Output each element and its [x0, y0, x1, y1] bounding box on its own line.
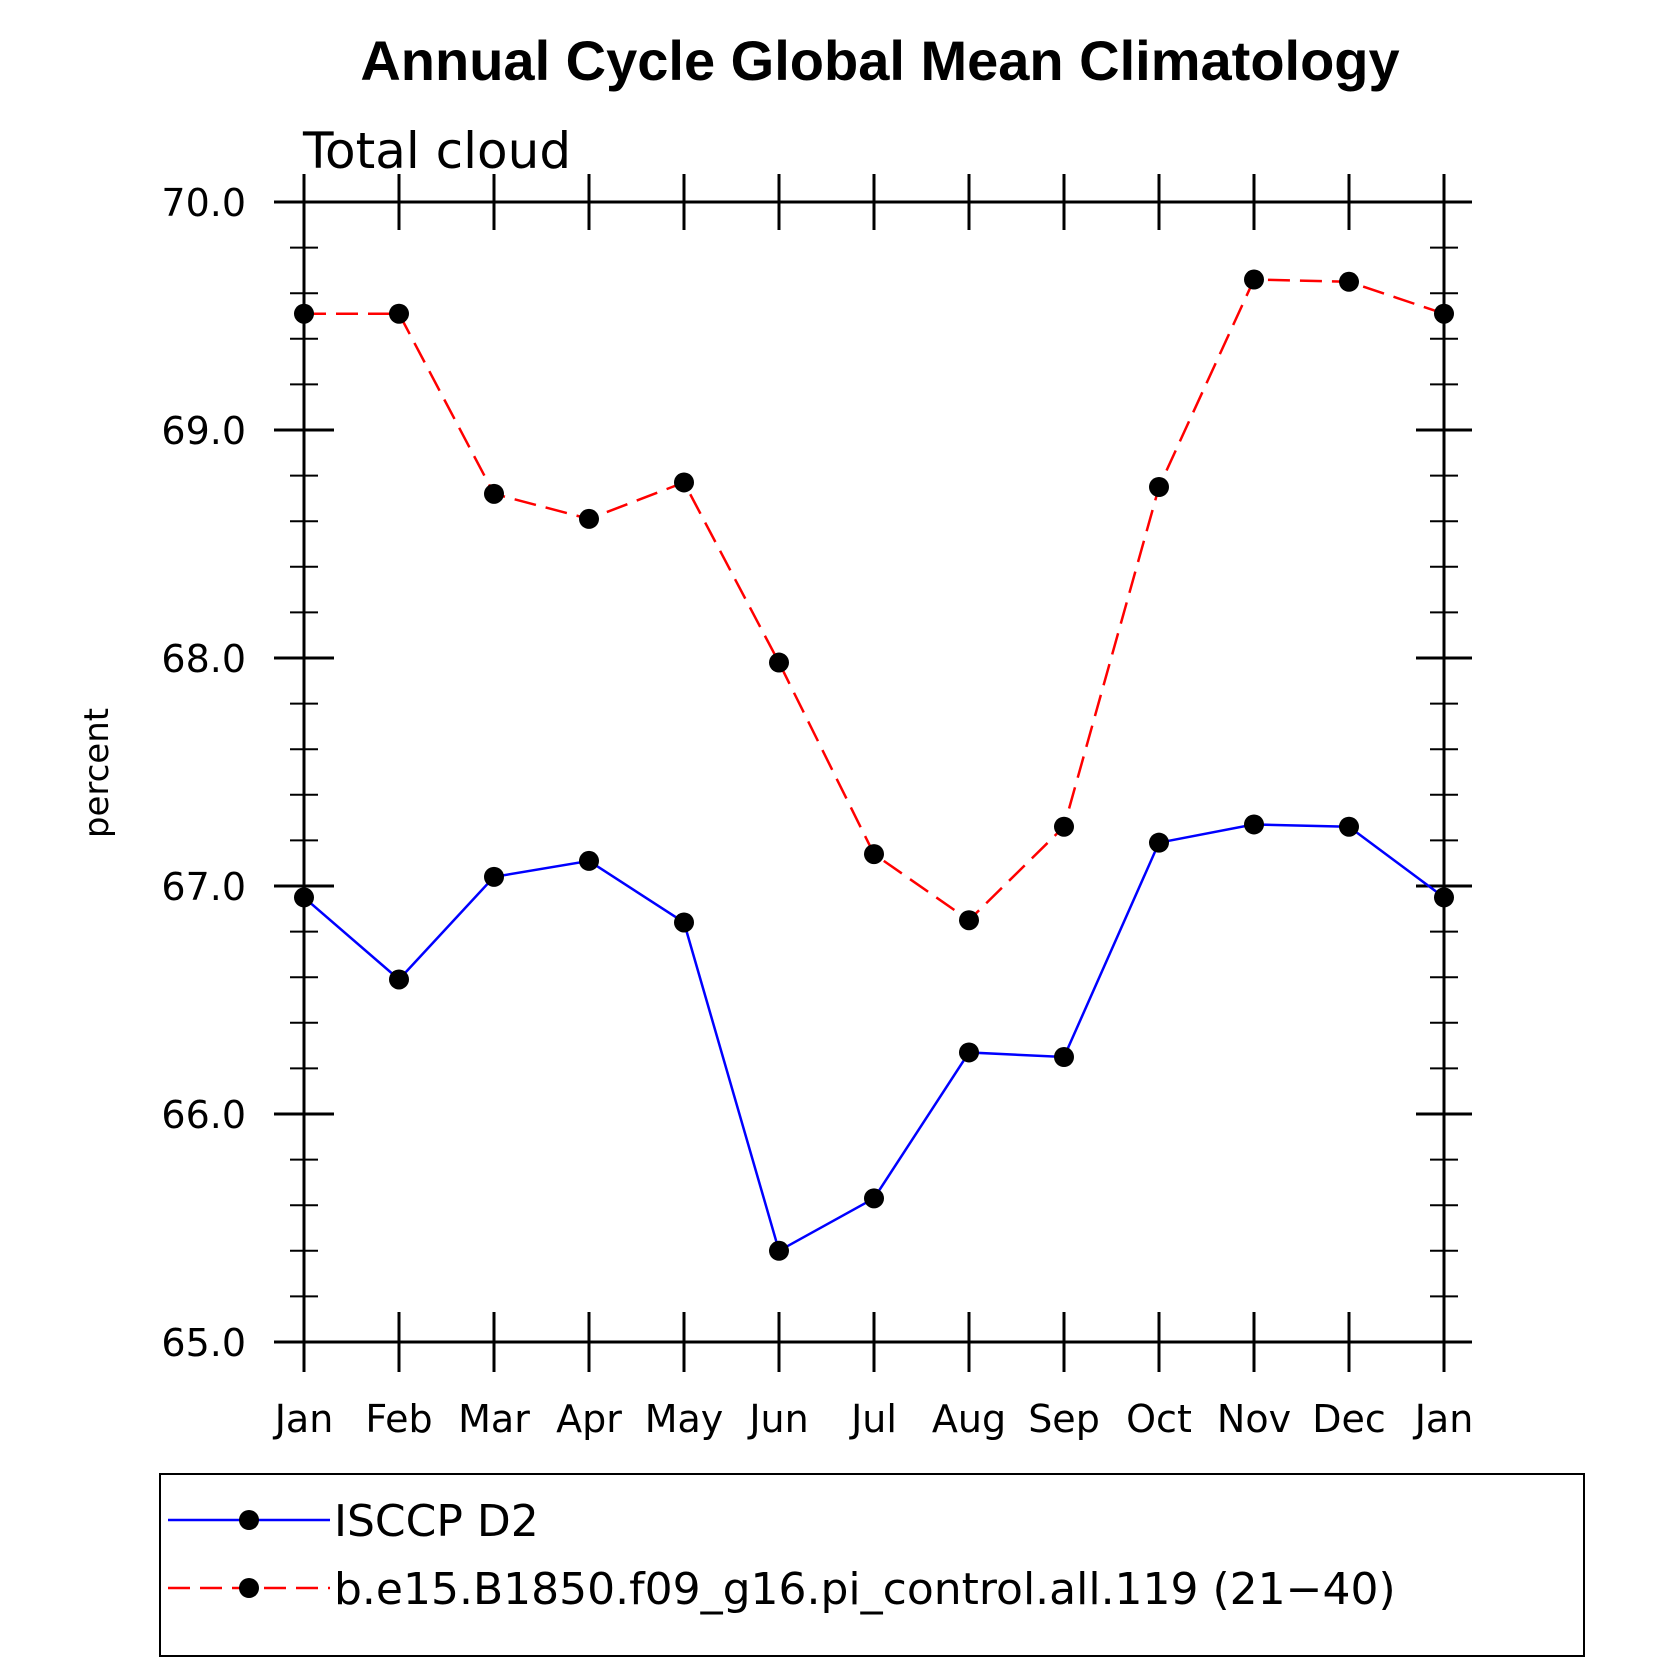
- x-tick-label: Apr: [556, 1397, 622, 1441]
- series-0-point: [1434, 887, 1454, 908]
- y-tick-label: 68.0: [161, 637, 246, 681]
- series-0-point: [484, 866, 504, 887]
- x-tick-label: Dec: [1312, 1397, 1386, 1441]
- legend-box: [159, 1473, 1585, 1657]
- series-1-point: [769, 652, 789, 673]
- y-tick-label: 67.0: [161, 865, 246, 909]
- legend-marker-1: [239, 1578, 259, 1598]
- series-1-point: [1149, 477, 1169, 497]
- legend-marker-0: [239, 1510, 259, 1530]
- series-0-point: [1244, 814, 1264, 835]
- x-tick-label: May: [645, 1397, 724, 1441]
- series-1-point: [294, 303, 314, 324]
- y-tick-label: 70.0: [161, 181, 246, 225]
- series-1-point: [1054, 816, 1074, 837]
- series-1-point: [1339, 271, 1359, 292]
- series-0-point: [959, 1042, 979, 1063]
- x-tick-label: Jun: [747, 1397, 808, 1441]
- x-tick-label: Jul: [849, 1397, 897, 1441]
- series-0-point: [1149, 832, 1169, 853]
- series-0-point: [294, 887, 314, 908]
- series-0-point: [769, 1240, 789, 1261]
- x-tick-label: Aug: [932, 1397, 1006, 1441]
- series-0-point: [579, 850, 599, 871]
- chart-subtitle: Total cloud: [302, 122, 571, 180]
- legend-label-0: ISCCP D2: [334, 1496, 539, 1547]
- major-ticks: [274, 174, 1472, 1372]
- x-tick-label: Jan: [273, 1397, 334, 1441]
- minor-ticks: [290, 246, 1458, 1298]
- x-tick-label: Sep: [1028, 1397, 1100, 1441]
- series-1-point: [579, 508, 599, 529]
- legend-entries: ISCCP D2 b.e15.B1850.f09_g16.pi_control.a…: [168, 1496, 1396, 1615]
- x-tick-label: Mar: [458, 1397, 530, 1441]
- series-1-point: [674, 472, 694, 493]
- series-markers: [294, 269, 1454, 1261]
- y-tick-label: 69.0: [161, 409, 246, 453]
- legend-label-1: b.e15.B1850.f09_g16.pi_control.all.119 (…: [334, 1564, 1396, 1615]
- x-tick-labels: Jan Feb Mar Apr May Jun Jul Aug Sep Oct Nov Dec Jan: [273, 1397, 1474, 1441]
- x-tick-label: Oct: [1126, 1397, 1192, 1441]
- legend: ISCCP D2 b.e15.B1850.f09_g16.pi_control.a…: [159, 1473, 1585, 1657]
- series-1-point: [1244, 269, 1264, 290]
- series-0-point: [1054, 1047, 1074, 1067]
- y-tick-label: 65.0: [161, 1321, 246, 1365]
- plot-frame: [302, 200, 1446, 1344]
- x-tick-label: Jan: [1413, 1397, 1474, 1441]
- series-0-point: [1339, 816, 1359, 837]
- x-tick-label: Nov: [1217, 1397, 1291, 1441]
- series-0-point: [864, 1188, 884, 1209]
- series-0-point: [674, 912, 694, 933]
- series-1-point: [484, 483, 504, 504]
- series-lines: [303, 278, 1445, 1253]
- series-1-point: [1434, 303, 1454, 324]
- series-1-point: [389, 303, 409, 324]
- series-line-0: [303, 823, 1445, 1253]
- series-1-point: [864, 844, 884, 865]
- y-tick-label: 66.0: [161, 1093, 246, 1137]
- series-0-point: [389, 969, 409, 990]
- series-1-point: [959, 910, 979, 931]
- y-tick-labels: 65.0 66.0 67.0 68.0 69.0 70.0: [161, 181, 246, 1365]
- y-axis-label: percent: [77, 708, 117, 838]
- x-tick-label: Feb: [365, 1397, 432, 1441]
- chart-title: Annual Cycle Global Mean Climatology: [360, 29, 1399, 92]
